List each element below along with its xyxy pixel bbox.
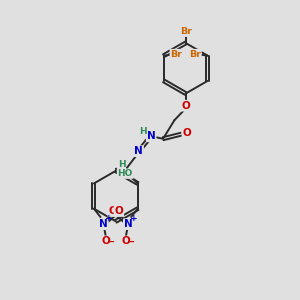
Text: O: O [108, 206, 117, 216]
Text: Br: Br [170, 50, 182, 58]
Text: N: N [147, 131, 156, 141]
Text: HO: HO [118, 169, 133, 178]
Text: H: H [118, 160, 125, 169]
Text: +: + [130, 214, 138, 223]
Text: H: H [140, 128, 147, 136]
Text: N: N [124, 219, 133, 229]
Text: O: O [101, 236, 110, 246]
Text: O: O [182, 128, 191, 138]
Text: N: N [134, 146, 143, 156]
Text: Br: Br [180, 27, 192, 36]
Text: −: − [107, 236, 116, 246]
Text: N: N [99, 219, 108, 229]
Text: O: O [115, 206, 123, 216]
Text: Br: Br [189, 50, 201, 58]
Text: −: − [128, 236, 136, 246]
Text: O: O [181, 101, 190, 111]
Text: +: + [105, 214, 113, 223]
Text: O: O [122, 236, 130, 246]
